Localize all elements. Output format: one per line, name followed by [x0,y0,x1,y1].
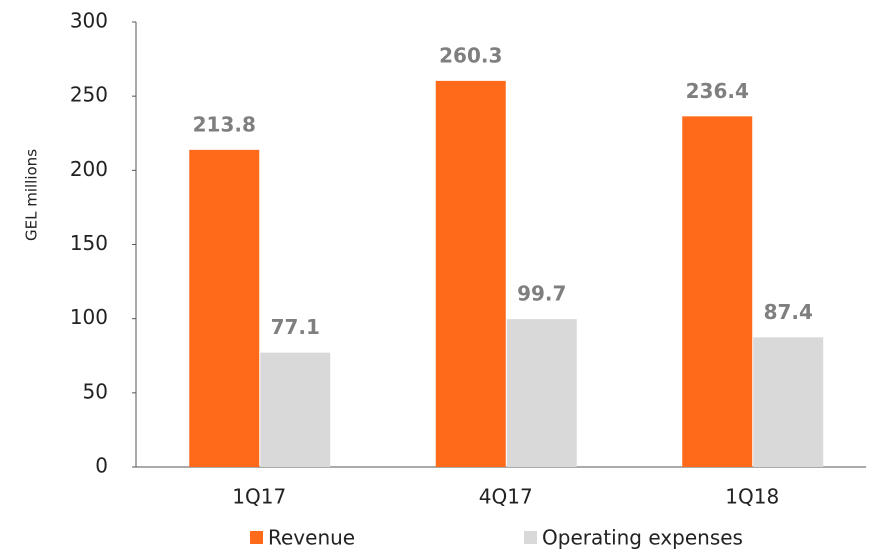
bar [753,337,824,467]
y-tick-label: 50 [83,379,108,403]
legend-swatch [524,531,537,544]
legend-swatch [250,531,263,544]
value-label: 99.7 [517,282,566,306]
legend-label: Revenue [268,526,355,550]
y-tick-label: 200 [70,157,108,181]
y-tick-label: 300 [70,9,108,33]
value-label: 236.4 [686,79,749,103]
value-label: 260.3 [439,43,502,67]
value-label: 213.8 [193,112,256,136]
bar [260,352,331,467]
x-tick-label: 4Q17 [479,485,533,509]
x-tick-label: 1Q18 [725,485,779,509]
bar [435,80,506,467]
y-tick-label: 150 [70,231,108,255]
x-tick-label: 1Q17 [232,485,286,509]
bar [189,149,260,467]
value-label: 77.1 [271,315,320,339]
legend-label: Operating expenses [542,526,743,550]
y-tick-label: 0 [95,454,108,478]
bar [682,116,753,467]
bar [506,319,577,467]
y-tick-label: 250 [70,83,108,107]
y-axis-label: GEL millions [23,149,41,241]
value-label: 87.4 [764,300,813,324]
y-tick-label: 100 [70,305,108,329]
